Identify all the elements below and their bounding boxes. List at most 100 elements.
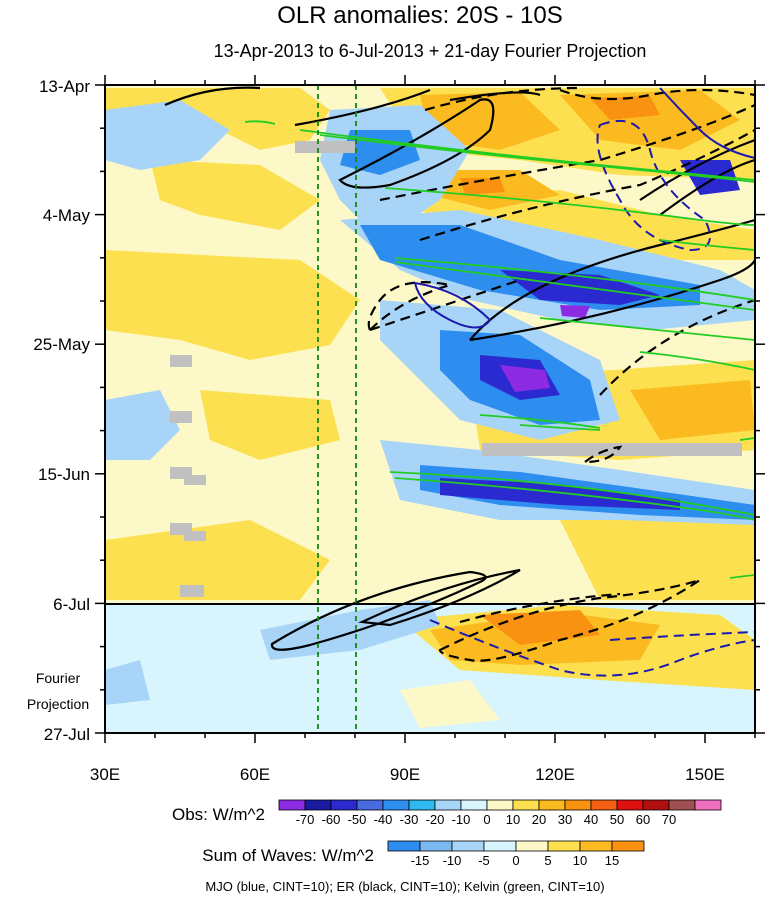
y-tick-label: 27-Jul <box>44 725 90 744</box>
kelvin-contour <box>479 414 601 429</box>
colorbar-swatch <box>564 799 592 811</box>
colorbar-level-label: -20 <box>426 812 445 827</box>
waves-positive-region <box>480 610 600 645</box>
er-contour <box>559 88 755 101</box>
colorbar-level-label: 10 <box>573 853 587 868</box>
missing-data <box>184 475 206 485</box>
colorbar-swatch <box>611 840 645 852</box>
plot-area <box>105 85 755 733</box>
colorbar-level-label: -30 <box>400 812 419 827</box>
colorbar-swatch <box>387 840 421 852</box>
colorbar-level-label: 70 <box>662 812 676 827</box>
obs-positive-region <box>560 500 755 600</box>
mjo-contour <box>429 619 755 677</box>
colorbar-level-label: 40 <box>584 812 598 827</box>
x-tick-label: 60E <box>240 765 270 784</box>
obs-positive-region <box>105 250 360 360</box>
colorbar-level-label: 0 <box>483 812 490 827</box>
colorbar-swatch <box>434 799 462 811</box>
colorbar-swatch <box>515 840 549 852</box>
missing-data <box>170 411 192 423</box>
x-tick-label: 30E <box>90 765 120 784</box>
chart-title: OLR anomalies: 20S - 10S <box>277 2 562 29</box>
colorbar-swatch <box>451 840 485 852</box>
colorbar-swatch <box>278 799 306 811</box>
mjo-contour <box>659 87 755 159</box>
axis-ticks <box>95 75 765 743</box>
er-contour <box>438 578 701 662</box>
y-tick-label: 13-Apr <box>39 77 90 96</box>
kelvin-contour <box>319 134 755 183</box>
missing-data <box>295 141 355 153</box>
waves-colorbar: -15 -10 -5 0 5 10 15 <box>387 840 645 868</box>
waves-legend-label: Sum of Waves: W/m^2 <box>202 846 374 865</box>
x-tick-label: 120E <box>535 765 575 784</box>
plot-frame <box>104 84 756 734</box>
kelvin-contour <box>739 437 755 441</box>
kelvin-contour <box>244 120 276 125</box>
colorbar-swatch <box>483 840 517 852</box>
obs-legend-label: Obs: W/m^2 <box>172 805 265 824</box>
er-contour <box>419 129 755 242</box>
kelvin-contour <box>659 239 755 251</box>
obs-positive-region <box>105 520 330 600</box>
waves-projection-field <box>105 600 755 728</box>
projection-label-line1: Fourier <box>36 670 81 686</box>
colorbar-swatch <box>382 799 410 811</box>
colorbar-swatch <box>642 799 670 811</box>
obs-negative-region <box>105 390 180 460</box>
missing-data <box>482 443 742 456</box>
y-tick-label: 6-Jul <box>53 595 90 614</box>
obs-positive-region <box>420 92 560 150</box>
obs-negative-region <box>105 100 230 170</box>
obs-negative-region <box>500 365 550 392</box>
missing-data <box>180 585 204 597</box>
kelvin-contour <box>639 351 755 371</box>
missing-data <box>184 531 206 541</box>
y-tick-label: 25-May <box>33 335 90 354</box>
er-contour <box>338 98 495 189</box>
obs-colorbar: -70 -60 -50 -40 -30 -20 -10 0 10 20 30 40 50 60 70 <box>278 799 722 827</box>
kelvin-contours <box>244 120 755 579</box>
colorbar-level-label: -15 <box>411 853 430 868</box>
waves-negative-region <box>105 660 150 705</box>
mjo-contour <box>609 631 755 641</box>
obs-positive-region <box>630 380 755 440</box>
colorbar-level-label: 0 <box>512 853 519 868</box>
y-axis: 13-Apr 4-May 25-May 15-Jun 6-Jul 27-Jul <box>33 77 90 744</box>
er-contour <box>270 570 487 651</box>
colorbar-level-label: -60 <box>322 812 341 827</box>
kelvin-contour <box>389 471 755 516</box>
kelvin-contour <box>394 261 755 311</box>
colorbar-level-label: 30 <box>558 812 572 827</box>
colorbar-level-label: -10 <box>443 853 462 868</box>
colorbar-level-label: 5 <box>544 853 551 868</box>
colorbar-level-label: 20 <box>532 812 546 827</box>
kelvin-contour <box>394 257 755 301</box>
er-contours <box>164 86 755 662</box>
kelvin-contour <box>394 477 755 521</box>
colorbar-level-label: -70 <box>296 812 315 827</box>
projection-label-line2: Projection <box>27 696 89 712</box>
y-tick-label: 15-Jun <box>38 465 90 484</box>
kelvin-contour <box>729 574 755 579</box>
obs-positive-region <box>150 160 320 230</box>
kelvin-contour <box>384 187 755 226</box>
obs-positive-region <box>460 178 505 195</box>
kelvin-contour <box>519 424 601 431</box>
colorbar-level-label: 50 <box>610 812 624 827</box>
colorbar-swatch <box>419 840 453 852</box>
er-contour <box>367 281 451 331</box>
waves-positive-region <box>400 680 500 728</box>
colorbar-swatch <box>304 799 332 811</box>
colorbar-level-label: -40 <box>374 812 393 827</box>
colorbar-level-label: -10 <box>452 812 471 827</box>
x-axis: 30E 60E 90E 120E 150E <box>90 765 725 784</box>
chart-subtitle: 13-Apr-2013 to 6-Jul-2013 + 21-day Fouri… <box>214 41 647 61</box>
colorbar-swatch <box>616 799 644 811</box>
colorbar-swatch <box>590 799 618 811</box>
er-contour <box>584 445 623 464</box>
mjo-contours <box>413 87 755 677</box>
obs-negative-region <box>560 305 590 318</box>
